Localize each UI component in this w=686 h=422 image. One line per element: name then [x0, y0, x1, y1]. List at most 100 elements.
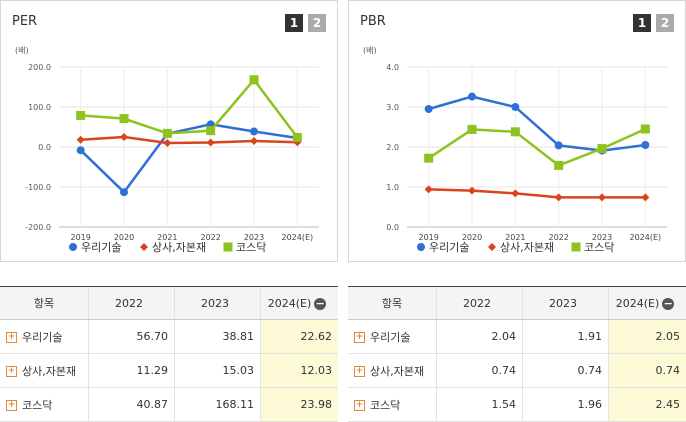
row-label: 코스닥: [370, 399, 400, 412]
expand-icon[interactable]: +: [6, 332, 17, 343]
data-point: [77, 136, 85, 144]
cell-value: 168.11: [175, 388, 261, 422]
expand-icon[interactable]: +: [354, 400, 365, 411]
data-point: [250, 75, 259, 84]
table-header-2024e: 2024(E)−: [609, 287, 686, 320]
y-tick-label: 100.0: [28, 103, 51, 112]
table-row: +우리기술 2.04 1.91 2.05: [348, 320, 686, 354]
data-point: [554, 161, 563, 170]
table-header-2023: 2023: [523, 287, 609, 320]
data-point: [555, 141, 563, 149]
table-header-2024e: 2024(E)−: [261, 287, 339, 320]
expand-icon[interactable]: +: [6, 366, 17, 377]
series-line-1: [81, 124, 298, 192]
data-point: [598, 193, 606, 201]
legend-label: 우리기술: [429, 241, 469, 254]
data-point: [468, 93, 476, 101]
row-label: 상사,자본재: [370, 365, 424, 378]
x-tick-label: 2024(E): [282, 233, 314, 242]
cell-value: 0.74: [437, 354, 523, 388]
legend-marker: [69, 243, 77, 251]
data-point: [77, 146, 85, 154]
table-row: +우리기술 56.70 38.81 22.62: [0, 320, 338, 354]
expand-icon[interactable]: +: [354, 332, 365, 343]
legend-label: 상사,자본재: [500, 241, 554, 254]
data-point: [555, 193, 563, 201]
legend-marker: [224, 243, 233, 252]
table-row: + 상사,자본재 0.74 0.74 0.74: [348, 354, 686, 388]
expand-icon[interactable]: +: [354, 366, 365, 377]
data-point: [641, 125, 650, 134]
cell-value: 1.54: [437, 388, 523, 422]
y-tick-label: 3.0: [386, 103, 399, 112]
data-point: [206, 126, 215, 135]
data-point: [511, 189, 519, 197]
pbr-table: 항목 2022 2023 2024(E)− +우리기술 2.04 1.91 2.…: [348, 286, 686, 422]
y-axis-label: (배): [15, 46, 29, 55]
y-tick-label: -100.0: [25, 183, 51, 192]
row-label: 우리기술: [22, 331, 62, 344]
data-point: [120, 133, 128, 141]
per-table: 항목 2022 2023 2024(E)− +우리기술 56.70 38.81 …: [0, 286, 338, 422]
table-header-item: 항목: [348, 287, 437, 320]
cell-value: 38.81: [175, 320, 261, 354]
data-point: [598, 144, 607, 153]
cell-value: 2.45: [609, 388, 686, 422]
legend-marker: [140, 243, 148, 251]
table-header-2022: 2022: [437, 287, 523, 320]
y-tick-label: 4.0: [386, 63, 399, 72]
legend-label: 상사,자본재: [152, 241, 206, 254]
table-row: +코스닥 40.87 168.11 23.98: [0, 388, 338, 422]
data-point: [641, 193, 649, 201]
data-point: [511, 103, 519, 111]
y-tick-label: -200.0: [25, 223, 51, 232]
y-tick-label: 1.0: [386, 183, 399, 192]
collapse-icon[interactable]: −: [662, 298, 674, 310]
data-point: [468, 187, 476, 195]
cell-value: 23.98: [261, 388, 339, 422]
collapse-icon[interactable]: −: [314, 298, 326, 310]
cell-value: 0.74: [523, 354, 609, 388]
data-point: [468, 125, 477, 134]
data-point: [293, 133, 302, 142]
data-point: [163, 129, 172, 138]
y-tick-label: 0.0: [386, 223, 399, 232]
data-point: [207, 138, 215, 146]
cell-value: 1.96: [523, 388, 609, 422]
series-line-2: [81, 137, 298, 143]
y-tick-label: 2.0: [386, 143, 399, 152]
data-point: [424, 154, 433, 163]
row-label: 우리기술: [370, 331, 410, 344]
y-tick-label: 200.0: [28, 63, 51, 72]
y-axis-label: (배): [363, 46, 377, 55]
table-header-item: 항목: [0, 287, 89, 320]
data-point: [120, 114, 129, 123]
data-point: [250, 127, 258, 135]
data-point: [76, 111, 85, 120]
cell-value: 15.03: [175, 354, 261, 388]
series-line-2: [429, 189, 646, 197]
cell-value: 11.29: [89, 354, 175, 388]
legend-label: 코스닥: [236, 241, 266, 254]
legend-marker: [417, 243, 425, 251]
cell-value: 56.70: [89, 320, 175, 354]
expand-icon[interactable]: +: [6, 400, 17, 411]
cell-value: 1.91: [523, 320, 609, 354]
legend-marker: [488, 243, 496, 251]
cell-value: 2.05: [609, 320, 686, 354]
table-header-2023: 2023: [175, 287, 261, 320]
data-point: [163, 139, 171, 147]
row-label: 상사,자본재: [22, 365, 76, 378]
cell-value: 40.87: [89, 388, 175, 422]
cell-value: 0.74: [609, 354, 686, 388]
cell-value: 12.03: [261, 354, 339, 388]
table-row: + 상사,자본재 11.29 15.03 12.03: [0, 354, 338, 388]
x-tick-label: 2024(E): [630, 233, 662, 242]
data-point: [511, 127, 520, 136]
